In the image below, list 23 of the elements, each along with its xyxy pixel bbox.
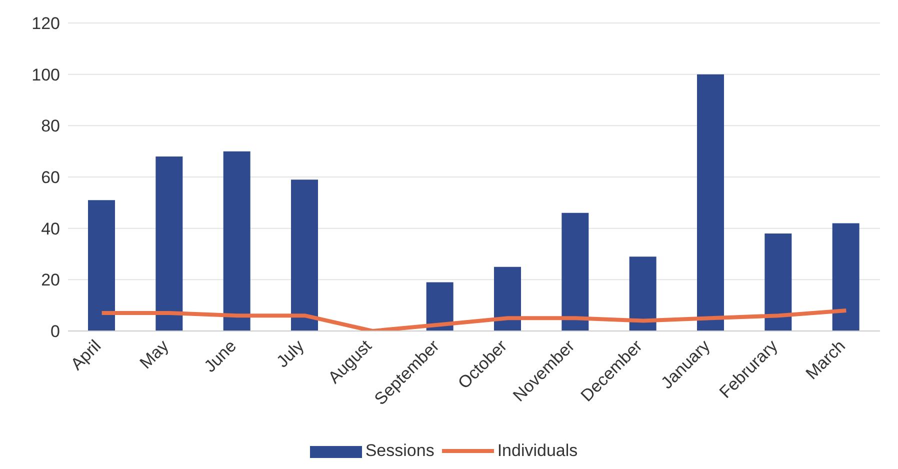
line-series <box>100 308 848 331</box>
y-tick-label: 100 <box>32 65 60 84</box>
bar <box>156 156 183 331</box>
bar <box>832 223 860 331</box>
bar <box>629 256 656 331</box>
bar <box>697 74 724 331</box>
bar <box>88 200 115 331</box>
y-tick-label: 60 <box>41 168 60 188</box>
bar <box>562 212 589 331</box>
y-tick-label: 120 <box>32 14 60 34</box>
y-tick-label: 20 <box>41 270 60 290</box>
x-tick-label: May <box>136 336 173 373</box>
y-tick-label: 0 <box>50 322 60 342</box>
legend-label: Individuals <box>497 441 578 461</box>
y-tick-label: 80 <box>41 116 60 136</box>
bar <box>426 282 454 331</box>
legend-label: Sessions <box>365 441 434 461</box>
bar <box>494 266 521 331</box>
bar <box>764 233 792 331</box>
bar <box>291 180 318 331</box>
bar <box>223 151 250 331</box>
x-tick-label: July <box>272 336 308 372</box>
y-tick-label: 40 <box>41 219 60 238</box>
